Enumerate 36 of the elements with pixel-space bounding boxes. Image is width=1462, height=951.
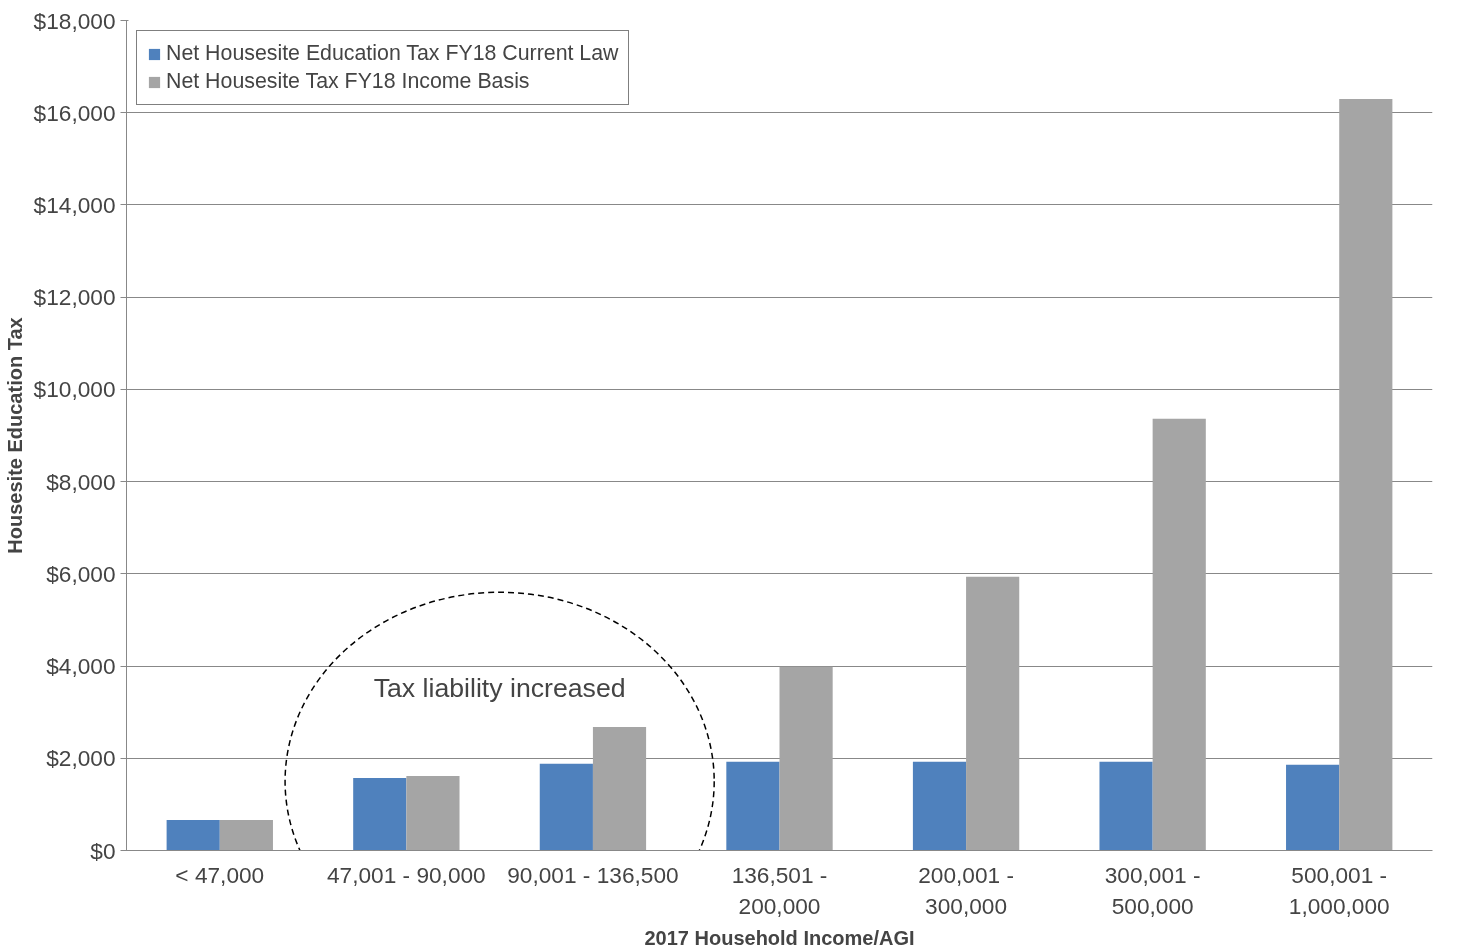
- bar: [1152, 418, 1206, 851]
- bar: [539, 763, 593, 851]
- y-tick-label: $8,000: [46, 468, 116, 495]
- x-axis-title: 2017 Household Income/AGI: [644, 926, 915, 949]
- bar: [726, 761, 780, 851]
- y-axis-title: Housesite Education Tax: [3, 317, 26, 554]
- bar: [219, 820, 273, 851]
- bar: [166, 820, 220, 851]
- y-tick-label: $10,000: [33, 376, 116, 403]
- y-tick-label: $14,000: [33, 191, 116, 218]
- x-tick-label: 136,501 - 200,000: [731, 861, 828, 919]
- y-tick-label: $6,000: [46, 560, 116, 587]
- x-tick-label: 200,001 - 300,000: [918, 861, 1014, 919]
- bar: [1286, 764, 1340, 851]
- bar: [406, 776, 460, 851]
- bar: [912, 761, 967, 851]
- x-tick-label: 90,001 - 136,500: [507, 861, 679, 888]
- legend-label: Net Housesite Education Tax FY18 Current Law: [166, 41, 619, 66]
- bar: [966, 576, 1020, 851]
- y-tick-label: $18,000: [33, 7, 116, 34]
- x-tick-label: 500,001 - 1,000,000: [1288, 861, 1390, 919]
- bar: [592, 726, 647, 851]
- y-tick-label: $16,000: [33, 99, 116, 126]
- bar: [353, 778, 407, 851]
- y-tick-label: $0: [90, 837, 116, 864]
- bar: [1339, 99, 1393, 851]
- bar: [1099, 761, 1153, 851]
- y-tick-label: $4,000: [46, 653, 116, 680]
- x-tick-label: 47,001 - 90,000: [326, 861, 486, 888]
- legend-label: Net Housesite Tax FY18 Income Basis: [166, 69, 530, 94]
- bar: [779, 666, 833, 851]
- x-tick-label: < 47,000: [175, 861, 265, 888]
- y-tick-label: $12,000: [33, 284, 116, 311]
- y-tick-label: $2,000: [46, 745, 116, 772]
- x-tick-label: 300,001 - 500,000: [1104, 861, 1201, 919]
- annotation: Tax liability increased: [373, 672, 626, 703]
